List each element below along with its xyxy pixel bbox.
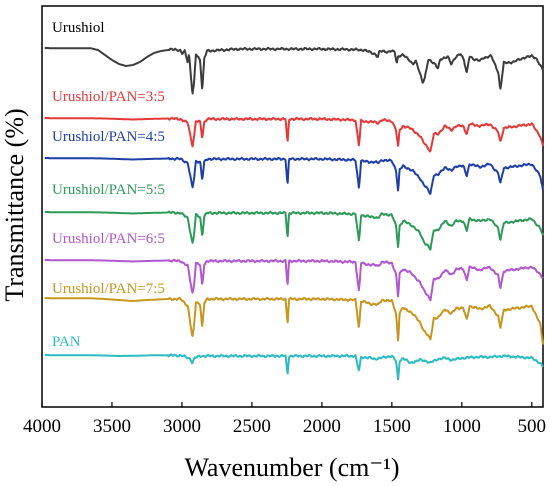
x-tick-label: 1000 (443, 416, 481, 437)
y-axis-title: Transmittance (%) (0, 108, 29, 301)
series-line-7 (44, 353, 544, 381)
plot-frame (41, 5, 544, 408)
series-layer (44, 46, 544, 381)
x-tick-label: 3500 (93, 416, 131, 437)
series-label-5: Urushiol/PAN=6:5 (52, 231, 165, 247)
series-label-7: PAN (52, 334, 81, 350)
x-axis-title: Wavenumber (cm⁻¹) (184, 453, 399, 482)
series-line-2 (44, 116, 544, 153)
x-tick-label: 4000 (23, 416, 61, 437)
series-line-4 (44, 210, 544, 251)
series-label-layer: Urushiol Urushiol/PAN=3:5 Urushiol/PAN=4:5… (52, 20, 165, 350)
series-label-4: Urushiol/PAN=5:5 (52, 182, 165, 198)
series-line-5 (44, 258, 544, 302)
series-label-1: Urushiol (52, 20, 105, 36)
x-tick-label: 500 (518, 416, 547, 437)
x-tick-label: 3000 (163, 416, 201, 437)
x-tick-label: 2000 (303, 416, 341, 437)
series-line-3 (44, 156, 544, 195)
x-tick-label: 2500 (233, 416, 271, 437)
series-line-6 (44, 296, 544, 345)
series-line-1 (44, 46, 544, 95)
series-label-6: Urushiol/PAN=7:5 (52, 281, 165, 297)
series-label-3: Urushiol/PAN=4:5 (52, 129, 165, 145)
series-label-2: Urushiol/PAN=3:5 (52, 89, 165, 105)
x-axis-ticks: 4000 3500 3000 2500 2000 1500 1000 500 (23, 402, 546, 437)
x-tick-label: 1500 (373, 416, 411, 437)
